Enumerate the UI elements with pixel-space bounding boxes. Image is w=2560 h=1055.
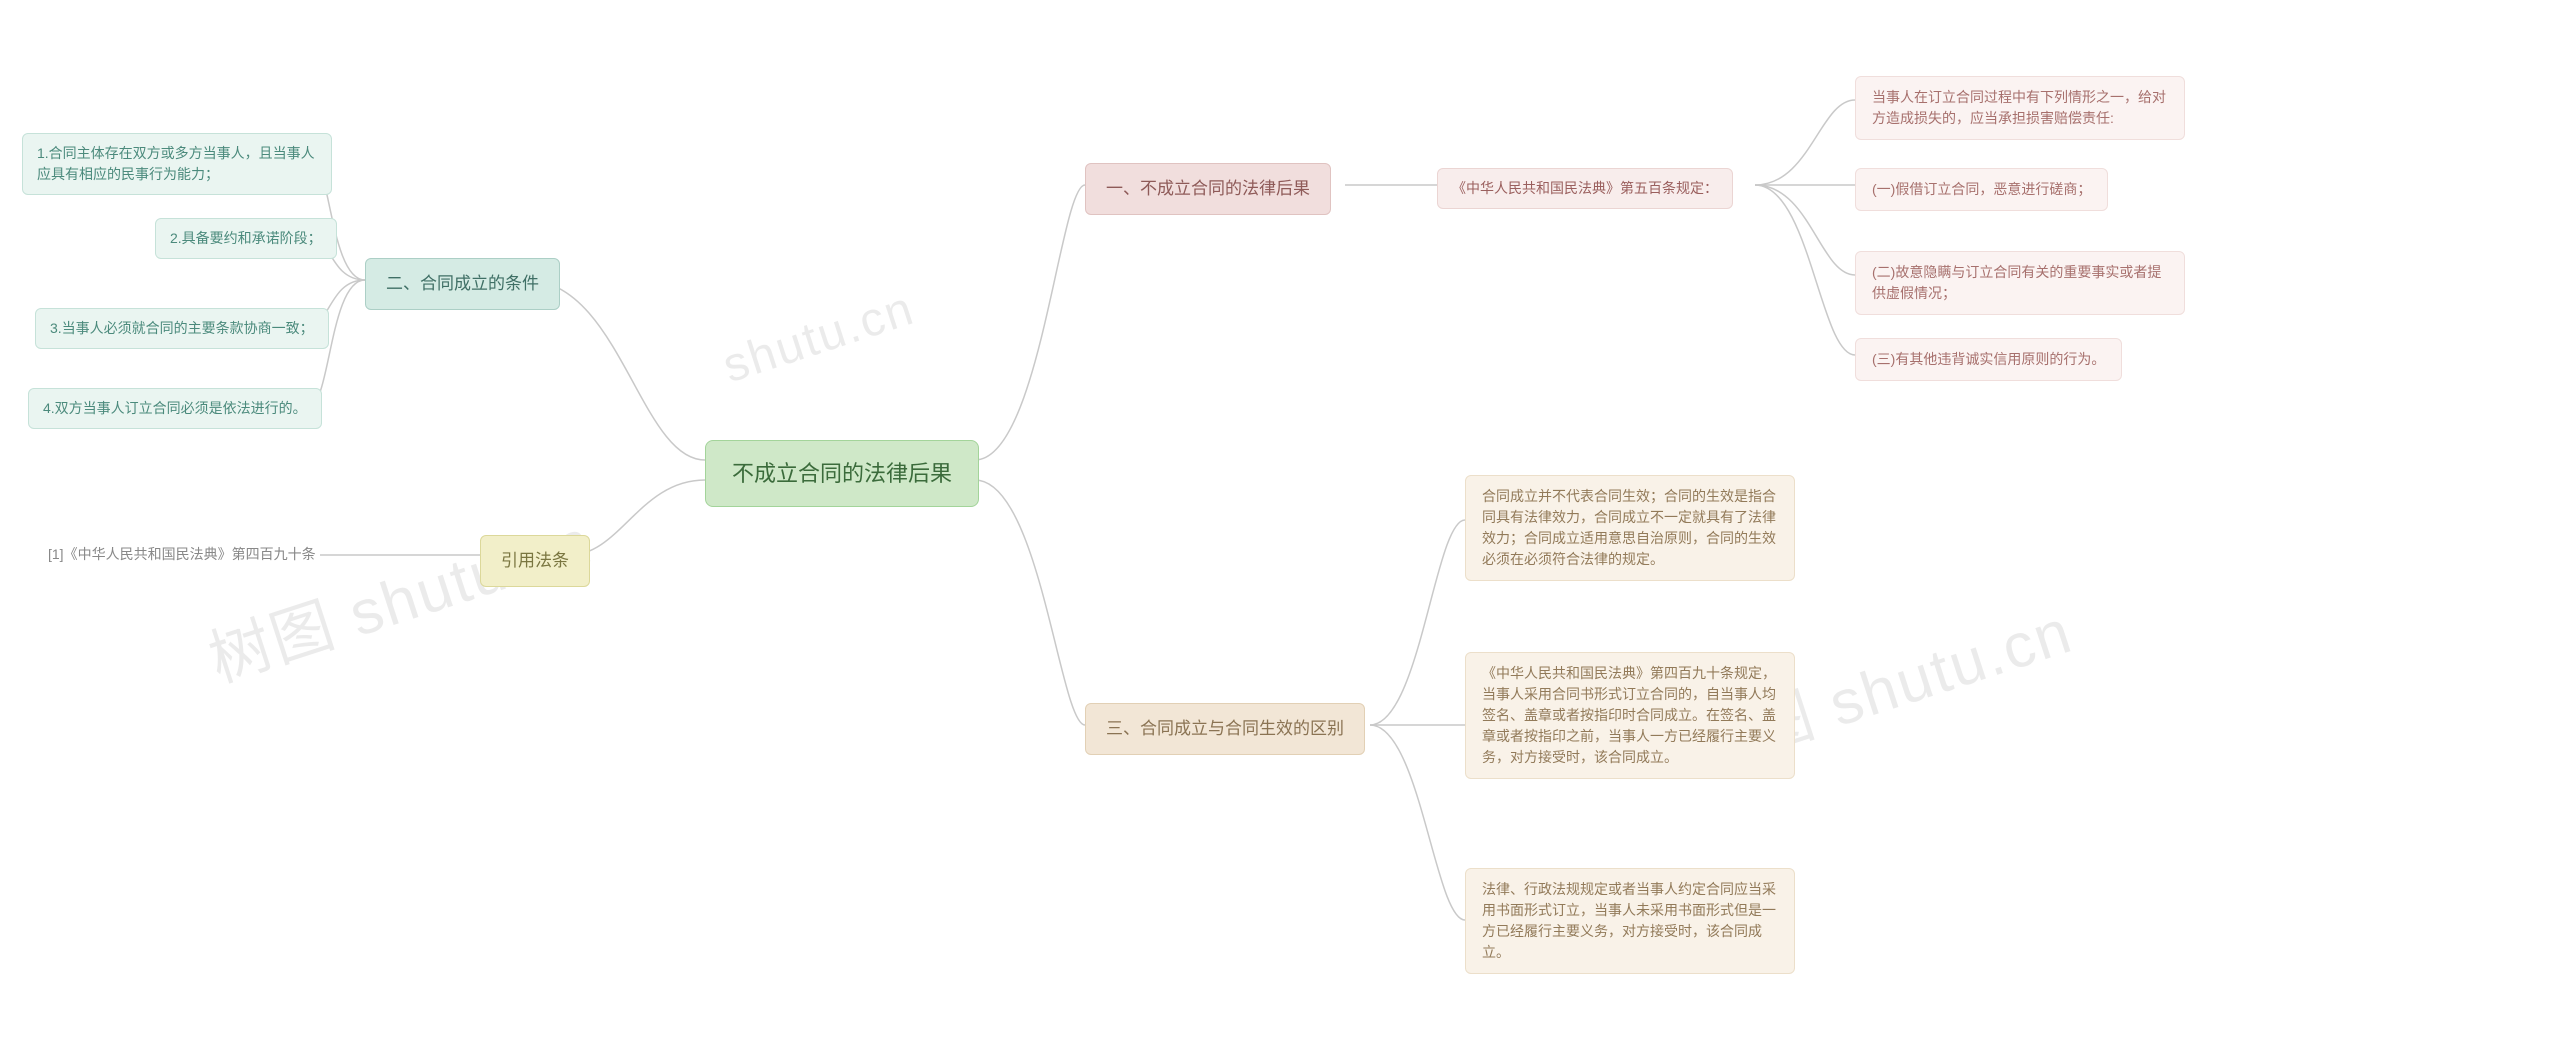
- connectors: [0, 0, 2560, 1055]
- branch2-item-1: 1.合同主体存在双方或多方当事人，且当事人应具有相应的民事行为能力；: [22, 133, 332, 195]
- branch3-item-1: 合同成立并不代表合同生效；合同的生效是指合同具有法律效力，合同成立不一定就具有了…: [1465, 475, 1795, 581]
- center-node[interactable]: 不成立合同的法律后果: [705, 440, 979, 507]
- branch-consequences[interactable]: 一、不成立合同的法律后果: [1085, 163, 1331, 215]
- branch1-item-2: (一)假借订立合同，恶意进行磋商；: [1855, 168, 2108, 211]
- branchRef-item-1: [1]《中华人民共和国民法典》第四百九十条: [38, 538, 326, 571]
- branch2-item-2: 2.具备要约和承诺阶段；: [155, 218, 337, 259]
- watermark: 树图 shutu.cn: [196, 491, 602, 699]
- branch3-item-3: 法律、行政法规规定或者当事人约定合同应当采用书面形式订立，当事人未采用书面形式但…: [1465, 868, 1795, 974]
- branch1-item-4: (三)有其他违背诚实信用原则的行为。: [1855, 338, 2122, 381]
- branch-reference[interactable]: 引用法条: [480, 535, 590, 587]
- watermark: shutu.cn: [716, 281, 921, 394]
- branch3-item-2: 《中华人民共和国民法典》第四百九十条规定，当事人采用合同书形式订立合同的，自当事…: [1465, 652, 1795, 779]
- branch-conditions[interactable]: 二、合同成立的条件: [365, 258, 560, 310]
- branch1-item-1: 当事人在订立合同过程中有下列情形之一，给对方造成损失的，应当承担损害赔偿责任:: [1855, 76, 2185, 140]
- branch1-sub: 《中华人民共和国民法典》第五百条规定：: [1437, 168, 1733, 209]
- branch2-item-4: 4.双方当事人订立合同必须是依法进行的。: [28, 388, 322, 429]
- branch1-item-3: (二)故意隐瞒与订立合同有关的重要事实或者提供虚假情况；: [1855, 251, 2185, 315]
- branch2-item-3: 3.当事人必须就合同的主要条款协商一致；: [35, 308, 329, 349]
- branch-difference[interactable]: 三、合同成立与合同生效的区别: [1085, 703, 1365, 755]
